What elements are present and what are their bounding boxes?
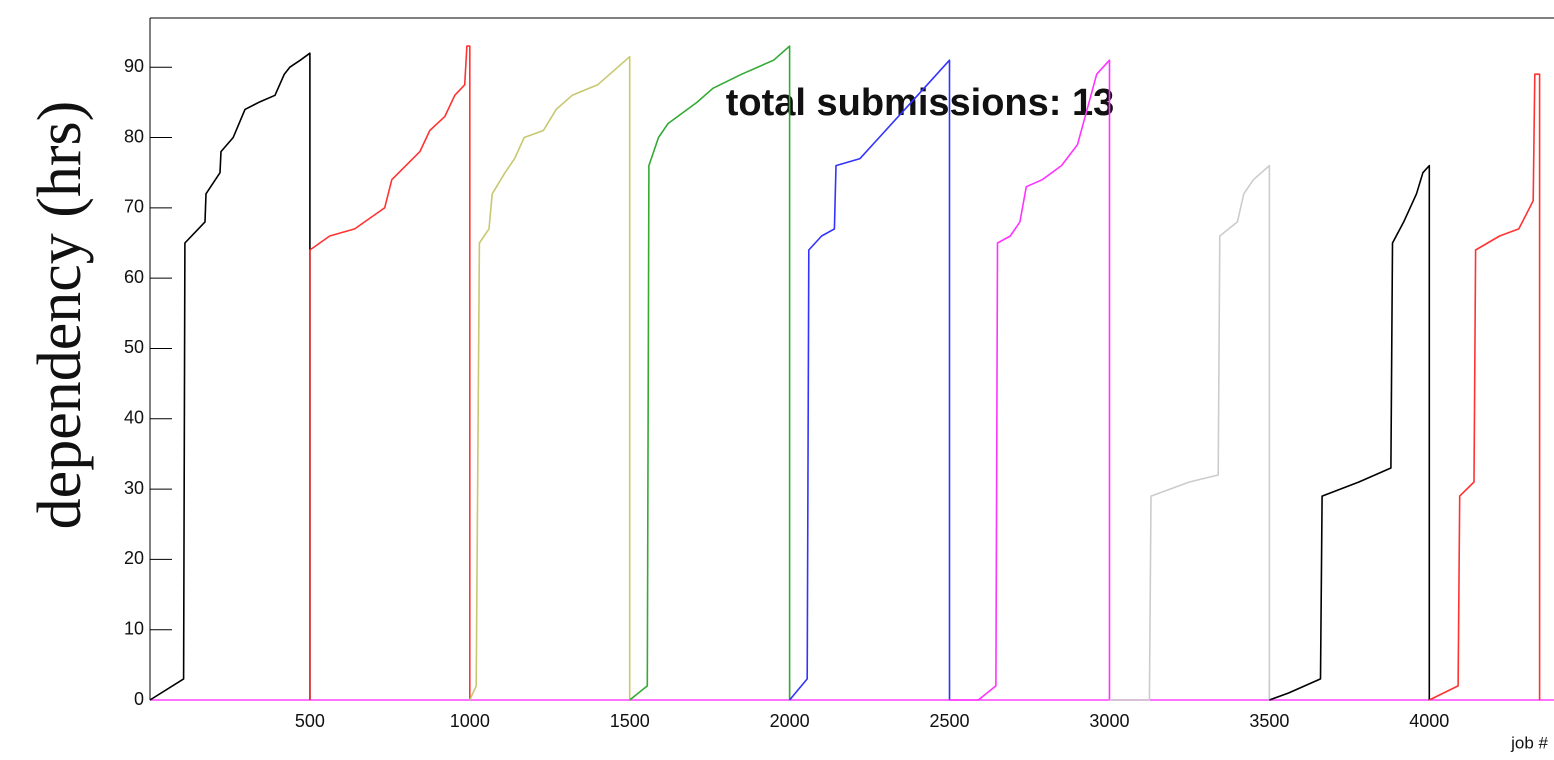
y-tick-label: 40 [124, 408, 144, 428]
y-axis-label: dependency (hrs) [26, 101, 94, 530]
series-line [469, 55, 631, 701]
y-tick-label: 20 [124, 548, 144, 568]
y-tick-label: 90 [124, 56, 144, 76]
x-tick-label: 3000 [1089, 711, 1129, 731]
y-tick-label: 70 [124, 197, 144, 217]
x-tick-label: 500 [295, 711, 325, 731]
series-line [949, 59, 1111, 701]
series-line [788, 59, 951, 701]
x-tick-label: 2500 [930, 711, 970, 731]
x-tick-label: 4000 [1409, 711, 1449, 731]
y-tick-label: 10 [124, 618, 144, 638]
y-tick-label: 50 [124, 337, 144, 357]
series-line [149, 52, 311, 701]
y-tick-label: 80 [124, 126, 144, 146]
y-tick-label: 0 [134, 689, 144, 709]
x-tick-label: 1500 [610, 711, 650, 731]
series-line [629, 45, 791, 701]
x-axis-label: job # [1510, 733, 1548, 752]
x-tick-label: 3500 [1249, 711, 1289, 731]
annotation: total submissions: 13 [726, 82, 1115, 124]
x-tick-label: 1000 [450, 711, 490, 731]
y-tick-label: 30 [124, 478, 144, 498]
y-tick-label: 60 [124, 267, 144, 287]
series-line [1269, 164, 1431, 701]
x-tick-label: 2000 [770, 711, 810, 731]
series-line [309, 45, 471, 700]
series-line [1109, 164, 1271, 701]
series-line [1428, 73, 1541, 701]
